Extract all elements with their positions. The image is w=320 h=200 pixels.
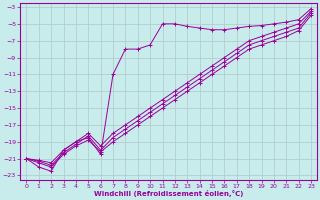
X-axis label: Windchill (Refroidissement éolien,°C): Windchill (Refroidissement éolien,°C): [94, 190, 244, 197]
